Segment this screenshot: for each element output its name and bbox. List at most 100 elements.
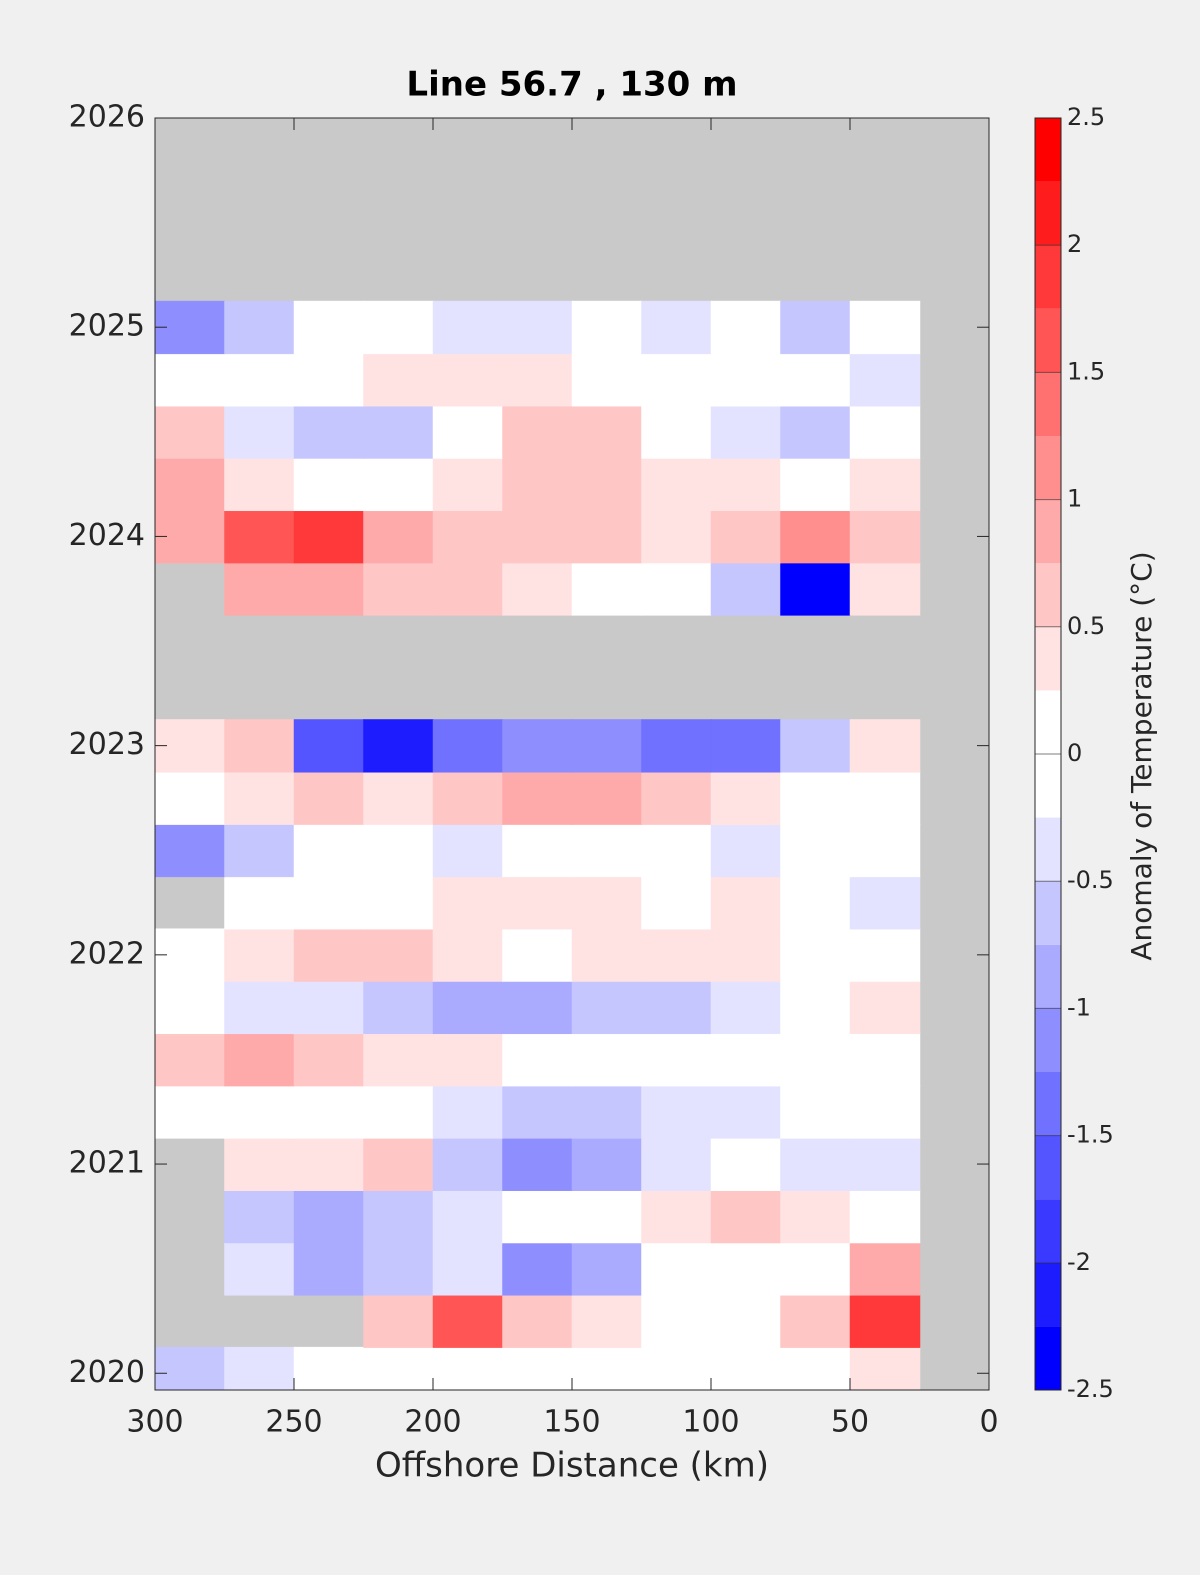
contour-cell xyxy=(502,1033,573,1087)
contour-cell xyxy=(363,1346,434,1390)
contour-cell xyxy=(849,771,921,825)
contour-cell xyxy=(224,1085,295,1139)
contour-cell xyxy=(293,1189,365,1244)
colorbar-tick-label: -0.5 xyxy=(1067,866,1114,894)
contour-cell xyxy=(293,1085,365,1139)
contour-cell xyxy=(849,405,921,459)
contour-cell xyxy=(363,928,434,982)
contour-cell xyxy=(155,771,226,825)
contour-cell xyxy=(155,1085,226,1139)
contour-cell xyxy=(363,876,434,930)
colorbar-segment xyxy=(1035,626,1061,691)
contour-cell xyxy=(641,1085,712,1139)
colorbar-segment xyxy=(1035,181,1061,246)
colorbar-tick-label: -1 xyxy=(1067,993,1091,1021)
contour-cell xyxy=(224,405,295,459)
contour-cell xyxy=(224,823,295,878)
contour-cell xyxy=(432,928,504,982)
contour-cell xyxy=(363,1085,434,1139)
contour-cell xyxy=(432,1189,504,1244)
contour-cell xyxy=(710,1242,782,1296)
contour-cell xyxy=(641,1242,712,1296)
contour-cell xyxy=(224,457,295,512)
contour-cell xyxy=(571,928,643,982)
contour-cell xyxy=(710,771,782,825)
contour-cell xyxy=(710,1346,782,1390)
contour-cell xyxy=(293,510,365,564)
contour-cell xyxy=(780,300,851,355)
contour-cell xyxy=(641,823,712,878)
contour-cell xyxy=(224,719,295,773)
colorbar-segment xyxy=(1035,1008,1061,1072)
contour-cell xyxy=(363,1242,434,1296)
contour-cell xyxy=(710,823,782,878)
contour-cell xyxy=(224,1137,295,1191)
contour-cell xyxy=(502,300,573,355)
contour-cell xyxy=(849,457,921,512)
contour-cell xyxy=(224,510,295,564)
contour-cell xyxy=(224,300,295,355)
contour-cell xyxy=(641,719,712,773)
contour-cell xyxy=(710,1033,782,1087)
contour-cell xyxy=(293,353,365,407)
colorbar-segment xyxy=(1035,1072,1061,1136)
y-tick-label: 2022 xyxy=(69,936,145,971)
contour-cell xyxy=(293,405,365,459)
colorbar-segment xyxy=(1035,118,1061,182)
contour-cell xyxy=(502,1189,573,1244)
contour-cell xyxy=(432,1085,504,1139)
contour-cell xyxy=(293,562,365,616)
contour-cell xyxy=(502,405,573,459)
contour-cell xyxy=(293,1033,365,1087)
colorbar-segment xyxy=(1035,499,1061,564)
contour-cell xyxy=(571,1189,643,1244)
contour-cell xyxy=(641,1189,712,1244)
contour-cell xyxy=(571,876,643,930)
contour-cell xyxy=(155,1346,226,1390)
contour-cell xyxy=(849,823,921,878)
contour-cell xyxy=(502,928,573,982)
contour-cell xyxy=(293,457,365,512)
colorbar-segment xyxy=(1035,245,1061,309)
contour-cell xyxy=(502,1346,573,1390)
contour-cell xyxy=(363,1033,434,1087)
colorbar-segment xyxy=(1035,563,1061,627)
contour-cell xyxy=(780,1033,851,1087)
contour-cell xyxy=(432,457,504,512)
x-tick-label: 300 xyxy=(126,1405,183,1440)
contour-cell xyxy=(710,300,782,355)
contour-cell xyxy=(849,928,921,982)
contour-cell xyxy=(224,1242,295,1296)
contour-cell xyxy=(571,719,643,773)
contour-cell xyxy=(502,1085,573,1139)
contour-cell xyxy=(710,1189,782,1244)
contour-cell xyxy=(710,928,782,982)
contour-cell xyxy=(363,562,434,616)
contour-cell xyxy=(849,876,921,930)
x-tick-label: 200 xyxy=(404,1405,461,1440)
contour-cell xyxy=(641,1346,712,1390)
contour-cell xyxy=(849,562,921,616)
x-tick-label: 100 xyxy=(682,1405,739,1440)
contour-cell xyxy=(363,300,434,355)
contour-cell xyxy=(571,300,643,355)
x-tick-label: 250 xyxy=(265,1405,322,1440)
contour-cell xyxy=(224,771,295,825)
contour-cell xyxy=(849,300,921,355)
contour-cell xyxy=(849,1085,921,1139)
contour-cell xyxy=(571,353,643,407)
contour-cell xyxy=(363,823,434,878)
contour-cell xyxy=(363,1294,434,1348)
contour-cell xyxy=(641,928,712,982)
contour-cell xyxy=(502,457,573,512)
y-tick-label: 2024 xyxy=(69,518,145,553)
contour-cell xyxy=(432,719,504,773)
contour-cell xyxy=(641,300,712,355)
contour-cell xyxy=(293,876,365,930)
contour-cell xyxy=(641,353,712,407)
contour-cell xyxy=(780,353,851,407)
contour-cell xyxy=(155,353,226,407)
contour-cell xyxy=(641,1137,712,1191)
contour-cell xyxy=(432,562,504,616)
contour-cell xyxy=(710,1294,782,1348)
